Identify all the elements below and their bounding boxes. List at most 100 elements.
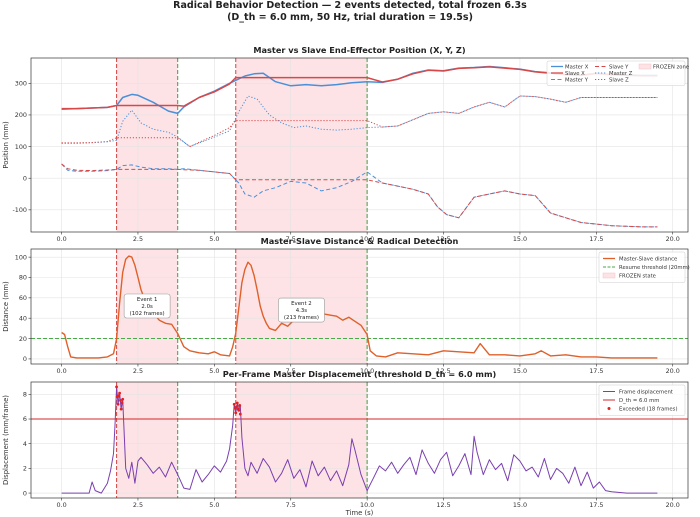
y-tick-label: 100: [15, 143, 27, 151]
annotation-text: 4.3s: [296, 308, 308, 314]
exceeded-point: [234, 411, 238, 415]
frozen-zone-2: [235, 382, 368, 498]
x-tick-label: 10.0: [360, 235, 374, 243]
x-tick-label: 0.0: [56, 235, 66, 243]
legend-label: D_th = 6.0 mm: [619, 398, 659, 404]
plot-frame: [30, 57, 689, 233]
x-tick-label: 7.5: [286, 235, 296, 243]
x-tick-label: 12.5: [436, 501, 450, 509]
x-tick-label: 12.5: [436, 367, 450, 375]
x-tick-label: 7.5: [286, 367, 296, 375]
exceeded-point: [235, 401, 239, 405]
series-line-master-slave-distance: [61, 255, 658, 359]
legend-swatch: [607, 407, 611, 410]
x-tick-label: 15.0: [513, 501, 527, 509]
x-tick-label: 17.5: [589, 235, 603, 243]
exceeded-point: [118, 391, 122, 395]
legend-label: Resume threshold (20mm): [619, 265, 690, 271]
panel-title: Master vs Slave End-Effector Position (X…: [253, 45, 465, 55]
x-tick-label: 5.0: [209, 235, 219, 243]
y-axis-label: Distance (mm): [2, 281, 10, 332]
legend-label: Slave X: [565, 71, 585, 77]
y-tick-label: 200: [15, 111, 27, 119]
legend-label: Master X: [565, 64, 589, 70]
x-tick-label: 10.0: [360, 501, 374, 509]
frozen-zone-1: [116, 58, 178, 232]
position-panel: Master vs Slave End-Effector Position (X…: [2, 45, 689, 243]
legend-box: [598, 384, 686, 416]
y-tick-label: 0: [23, 174, 27, 182]
exceeded-point: [235, 405, 239, 409]
plot-frame: [30, 248, 689, 365]
figure-title-line2: (D_th = 6.0 mm, 50 Hz, trial duration = …: [227, 12, 473, 23]
x-tick-label: 20.0: [666, 367, 680, 375]
y-tick-label: 0: [23, 355, 27, 363]
annotation-text: (213 frames): [284, 315, 319, 321]
y-tick-label: 20: [19, 335, 27, 343]
exceeded-point: [238, 412, 242, 416]
legend: Frame displacement D_th = 6.0 mm Exceeded …: [598, 384, 686, 416]
y-axis-label: Displacement (mm/frame): [2, 395, 10, 485]
legend-label: Master Y: [565, 77, 589, 83]
event-annotation-1: Event 12.0s(102 frames): [123, 293, 171, 319]
x-tick-label: 0.0: [56, 501, 66, 509]
y-tick-label: 2: [23, 465, 27, 473]
panel-title: Master-Slave Distance & Radical Detectio…: [261, 236, 459, 246]
y-tick-label: 4: [23, 440, 27, 448]
x-tick-label: 20.0: [666, 501, 680, 509]
series-line-slave-z: [61, 95, 658, 148]
exceeded-point: [121, 397, 125, 401]
x-tick-label: 12.5: [436, 235, 450, 243]
series-line-master-z: [61, 95, 658, 148]
legend-label: FROZEN zone: [653, 64, 689, 70]
x-tick-label: 15.0: [513, 235, 527, 243]
annotation-text: 2.0s: [141, 304, 153, 310]
legend-box: [598, 251, 686, 283]
exceeded-point: [119, 407, 123, 411]
y-tick-label: 300: [15, 80, 27, 88]
annotation-text: Event 1: [137, 297, 158, 303]
series-line-frame-displacement: [61, 386, 658, 494]
legend-label: Slave Y: [609, 64, 629, 70]
annotation-box: [278, 297, 325, 323]
x-tick-label: 0.0: [56, 367, 66, 375]
figure-title-line1: Radical Behavior Detection — 2 events de…: [173, 0, 527, 11]
x-tick-label: 20.0: [666, 235, 680, 243]
x-tick-label: 2.5: [133, 367, 143, 375]
y-tick-label: 6: [23, 415, 27, 423]
distance-panel: Master-Slave Distance & Radical Detectio…: [2, 236, 690, 375]
legend-label: Exceeded (18 frames): [619, 406, 678, 412]
x-tick-label: 15.0: [513, 367, 527, 375]
exceeded-point: [238, 404, 242, 407]
legend-label: Master-Slave distance: [619, 256, 677, 262]
plot-frame: [30, 381, 689, 499]
exceeded-point: [117, 394, 121, 397]
annotation-text: Event 2: [291, 301, 312, 307]
exceeded-point: [115, 385, 118, 389]
exceeded-point: [232, 402, 236, 406]
exceeded-point: [120, 401, 124, 405]
annotation-text: (102 frames): [130, 311, 165, 317]
y-axis-label: Position (mm): [2, 121, 10, 169]
y-tick-label: 8: [23, 391, 27, 399]
frozen-zone-1: [116, 382, 178, 498]
y-tick-label: 80: [19, 274, 27, 282]
displacement-panel: Per-Frame Master Displacement (threshold…: [2, 369, 689, 517]
legend-label: FROZEN state: [619, 273, 656, 279]
x-tick-label: 2.5: [133, 501, 143, 509]
frozen-zone-2: [235, 58, 368, 232]
x-tick-label: 17.5: [589, 501, 603, 509]
x-tick-label: 10.0: [360, 367, 374, 375]
legend-swatch: [638, 63, 652, 70]
exceeded-point: [237, 408, 241, 412]
x-tick-label: 5.0: [209, 367, 219, 375]
legend-label: Frame displacement: [619, 389, 673, 395]
x-axis-label: Time (s): [345, 509, 374, 517]
panel-title: Per-Frame Master Displacement (threshold…: [223, 369, 497, 379]
exceeded-point: [119, 399, 122, 402]
y-tick-label: 100: [15, 253, 27, 261]
y-tick-label: 40: [19, 314, 27, 322]
legend-label: Slave Z: [609, 77, 629, 83]
